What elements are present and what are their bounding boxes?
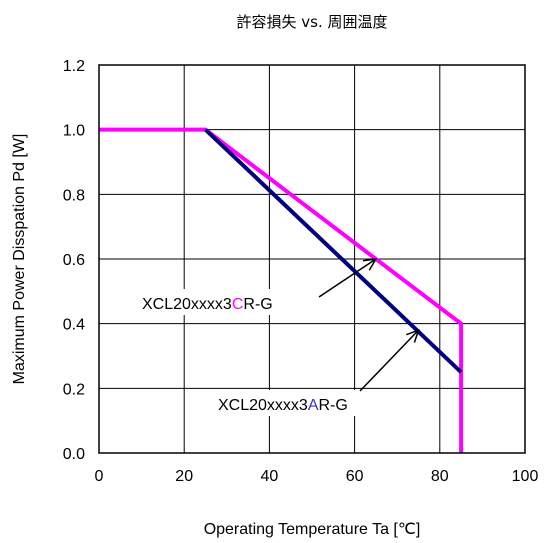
y-tick-label: 0.4 [63, 317, 85, 334]
annotation-cr-highlight: C [232, 296, 244, 313]
x-tick-label: 20 [175, 468, 193, 485]
annotation-ar-suffix: R-G [319, 397, 348, 414]
x-tick-label: 80 [431, 468, 449, 485]
y-axis-label: Maximum Power Disspation Pd [W] [11, 134, 28, 385]
y-tick-label: 1.0 [63, 123, 85, 140]
annotation-cr-arrow [318, 258, 377, 298]
annotation-ar-label: XCL20xxxx3AR-G [218, 397, 348, 414]
annotation-cr-background [134, 289, 322, 315]
y-tick-label: 0.8 [63, 187, 85, 204]
y-axis-ticks: 0.0 0.2 0.4 0.6 0.8 1.0 1.2 [63, 58, 85, 463]
annotation-cr-arrowhead [362, 258, 378, 271]
annotation-cr-label: XCL20xxxx3CR-G [142, 296, 273, 313]
annotation-ar-prefix: XCL20xxxx3 [218, 397, 308, 414]
x-tick-label: 60 [346, 468, 364, 485]
x-axis-ticks: 0 20 40 60 80 100 [95, 468, 539, 485]
y-tick-label: 0.2 [63, 381, 85, 398]
annotation-ar-highlight: A [308, 397, 319, 414]
chart-title: 許容損失 vs. 周囲温度 [237, 13, 388, 31]
annotation-cr-prefix: XCL20xxxx3 [142, 296, 232, 313]
series-line-cr [99, 127, 464, 453]
annotation-cr: XCL20xxxx3CR-G [134, 258, 378, 315]
plot-frame [98, 64, 526, 454]
y-tick-label: 1.2 [63, 58, 85, 75]
series-line-ar [204, 128, 463, 374]
annotation-ar-arrowhead [406, 328, 420, 343]
y-tick-label: 0.6 [63, 252, 85, 269]
x-tick-label: 0 [95, 468, 104, 485]
annotation-ar-arrow [359, 329, 420, 392]
y-tick-label: 0.0 [63, 446, 85, 463]
x-tick-label: 40 [261, 468, 279, 485]
x-axis-label: Operating Temperature Ta [℃] [204, 521, 421, 538]
annotation-ar-background [210, 390, 398, 416]
annotation-cr-suffix: R-G [243, 296, 272, 313]
x-tick-label: 100 [512, 468, 539, 485]
annotation-ar: XCL20xxxx3AR-G [210, 328, 420, 416]
